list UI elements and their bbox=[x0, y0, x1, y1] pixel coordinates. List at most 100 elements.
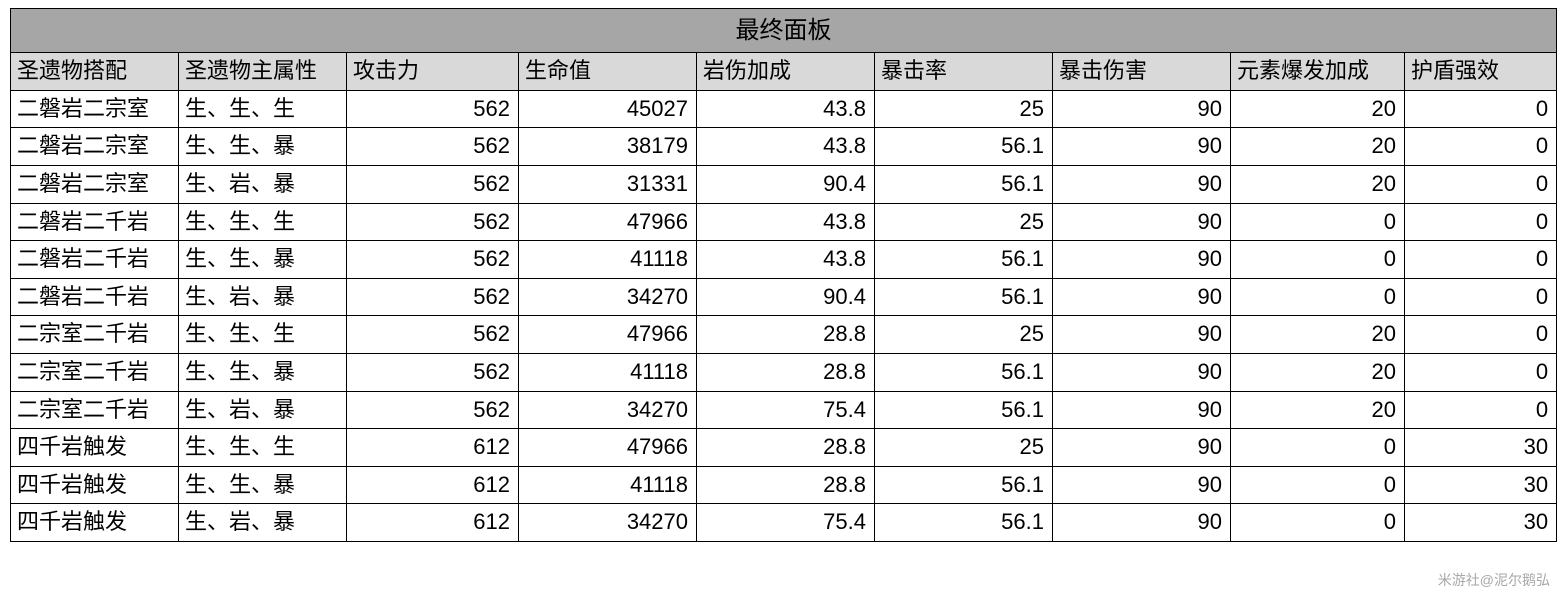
cell-main: 生、生、暴 bbox=[179, 466, 347, 504]
cell-burst: 20 bbox=[1231, 128, 1405, 166]
cell-main: 生、生、生 bbox=[179, 203, 347, 241]
table-row: 二磐岩二宗室生、岩、暴5623133190.456.190200 bbox=[11, 165, 1557, 203]
cell-cd: 90 bbox=[1053, 90, 1231, 128]
cell-atk: 562 bbox=[347, 391, 519, 429]
table-row: 四千岩触发生、生、暴6124111828.856.190030 bbox=[11, 466, 1557, 504]
cell-hp: 31331 bbox=[519, 165, 697, 203]
cell-burst: 20 bbox=[1231, 353, 1405, 391]
cell-cd: 90 bbox=[1053, 429, 1231, 467]
cell-cd: 90 bbox=[1053, 165, 1231, 203]
cell-atk: 562 bbox=[347, 128, 519, 166]
cell-geo: 43.8 bbox=[697, 90, 875, 128]
cell-atk: 562 bbox=[347, 241, 519, 279]
cell-burst: 0 bbox=[1231, 466, 1405, 504]
cell-shield: 0 bbox=[1405, 128, 1557, 166]
cell-geo: 43.8 bbox=[697, 203, 875, 241]
cell-hp: 47966 bbox=[519, 203, 697, 241]
cell-hp: 41118 bbox=[519, 466, 697, 504]
col-header-hp: 生命值 bbox=[519, 53, 697, 91]
cell-set: 二宗室二千岩 bbox=[11, 353, 179, 391]
cell-hp: 47966 bbox=[519, 316, 697, 354]
cell-cr: 25 bbox=[875, 316, 1053, 354]
cell-set: 二磐岩二宗室 bbox=[11, 165, 179, 203]
cell-atk: 562 bbox=[347, 353, 519, 391]
cell-burst: 0 bbox=[1231, 504, 1405, 542]
cell-shield: 0 bbox=[1405, 241, 1557, 279]
cell-geo: 28.8 bbox=[697, 429, 875, 467]
table-row: 四千岩触发生、岩、暴6123427075.456.190030 bbox=[11, 504, 1557, 542]
cell-atk: 612 bbox=[347, 504, 519, 542]
cell-shield: 0 bbox=[1405, 316, 1557, 354]
cell-hp: 34270 bbox=[519, 504, 697, 542]
stats-table: 最终面板 圣遗物搭配圣遗物主属性攻击力生命值岩伤加成暴击率暴击伤害元素爆发加成护… bbox=[10, 8, 1557, 542]
cell-cd: 90 bbox=[1053, 391, 1231, 429]
cell-atk: 562 bbox=[347, 165, 519, 203]
cell-cr: 56.1 bbox=[875, 241, 1053, 279]
cell-burst: 20 bbox=[1231, 316, 1405, 354]
col-header-shield: 护盾强效 bbox=[1405, 53, 1557, 91]
cell-cd: 90 bbox=[1053, 316, 1231, 354]
cell-main: 生、岩、暴 bbox=[179, 278, 347, 316]
cell-hp: 41118 bbox=[519, 241, 697, 279]
cell-hp: 47966 bbox=[519, 429, 697, 467]
cell-cr: 56.1 bbox=[875, 353, 1053, 391]
cell-shield: 0 bbox=[1405, 353, 1557, 391]
cell-cr: 56.1 bbox=[875, 466, 1053, 504]
table-row: 二磐岩二千岩生、岩、暴5623427090.456.19000 bbox=[11, 278, 1557, 316]
table-body: 二磐岩二宗室生、生、生5624502743.82590200二磐岩二宗室生、生、… bbox=[11, 90, 1557, 541]
cell-main: 生、岩、暴 bbox=[179, 391, 347, 429]
cell-cd: 90 bbox=[1053, 241, 1231, 279]
cell-set: 二磐岩二千岩 bbox=[11, 278, 179, 316]
table-row: 二磐岩二宗室生、生、暴5623817943.856.190200 bbox=[11, 128, 1557, 166]
cell-shield: 0 bbox=[1405, 90, 1557, 128]
cell-set: 四千岩触发 bbox=[11, 466, 179, 504]
cell-atk: 562 bbox=[347, 203, 519, 241]
cell-shield: 30 bbox=[1405, 504, 1557, 542]
table-title: 最终面板 bbox=[11, 9, 1557, 53]
cell-geo: 28.8 bbox=[697, 316, 875, 354]
cell-burst: 0 bbox=[1231, 203, 1405, 241]
watermark: 米游社@泥尔鹅弘 bbox=[1438, 570, 1550, 590]
cell-geo: 43.8 bbox=[697, 241, 875, 279]
cell-set: 二宗室二千岩 bbox=[11, 316, 179, 354]
cell-cr: 56.1 bbox=[875, 278, 1053, 316]
cell-hp: 45027 bbox=[519, 90, 697, 128]
cell-shield: 0 bbox=[1405, 391, 1557, 429]
cell-cr: 56.1 bbox=[875, 128, 1053, 166]
cell-cr: 56.1 bbox=[875, 391, 1053, 429]
cell-atk: 562 bbox=[347, 278, 519, 316]
cell-cd: 90 bbox=[1053, 466, 1231, 504]
cell-main: 生、生、暴 bbox=[179, 241, 347, 279]
cell-burst: 0 bbox=[1231, 278, 1405, 316]
table-row: 二磐岩二宗室生、生、生5624502743.82590200 bbox=[11, 90, 1557, 128]
cell-geo: 75.4 bbox=[697, 504, 875, 542]
cell-geo: 90.4 bbox=[697, 165, 875, 203]
cell-burst: 0 bbox=[1231, 429, 1405, 467]
cell-set: 二磐岩二宗室 bbox=[11, 90, 179, 128]
cell-cr: 56.1 bbox=[875, 165, 1053, 203]
cell-shield: 30 bbox=[1405, 466, 1557, 504]
cell-set: 二磐岩二宗室 bbox=[11, 128, 179, 166]
cell-geo: 90.4 bbox=[697, 278, 875, 316]
cell-atk: 612 bbox=[347, 429, 519, 467]
cell-main: 生、岩、暴 bbox=[179, 165, 347, 203]
cell-shield: 0 bbox=[1405, 278, 1557, 316]
cell-shield: 0 bbox=[1405, 203, 1557, 241]
table-row: 四千岩触发生、生、生6124796628.82590030 bbox=[11, 429, 1557, 467]
table-row: 二磐岩二千岩生、生、生5624796643.8259000 bbox=[11, 203, 1557, 241]
cell-main: 生、生、暴 bbox=[179, 353, 347, 391]
cell-hp: 41118 bbox=[519, 353, 697, 391]
col-header-geo: 岩伤加成 bbox=[697, 53, 875, 91]
cell-set: 二宗室二千岩 bbox=[11, 391, 179, 429]
cell-burst: 0 bbox=[1231, 241, 1405, 279]
cell-cr: 25 bbox=[875, 90, 1053, 128]
col-header-main: 圣遗物主属性 bbox=[179, 53, 347, 91]
table-row: 二宗室二千岩生、岩、暴5623427075.456.190200 bbox=[11, 391, 1557, 429]
table-header-row: 圣遗物搭配圣遗物主属性攻击力生命值岩伤加成暴击率暴击伤害元素爆发加成护盾强效 bbox=[11, 53, 1557, 91]
cell-cr: 25 bbox=[875, 203, 1053, 241]
table-row: 二磐岩二千岩生、生、暴5624111843.856.19000 bbox=[11, 241, 1557, 279]
col-header-atk: 攻击力 bbox=[347, 53, 519, 91]
cell-cd: 90 bbox=[1053, 353, 1231, 391]
cell-main: 生、生、生 bbox=[179, 316, 347, 354]
table-row: 二宗室二千岩生、生、暴5624111828.856.190200 bbox=[11, 353, 1557, 391]
